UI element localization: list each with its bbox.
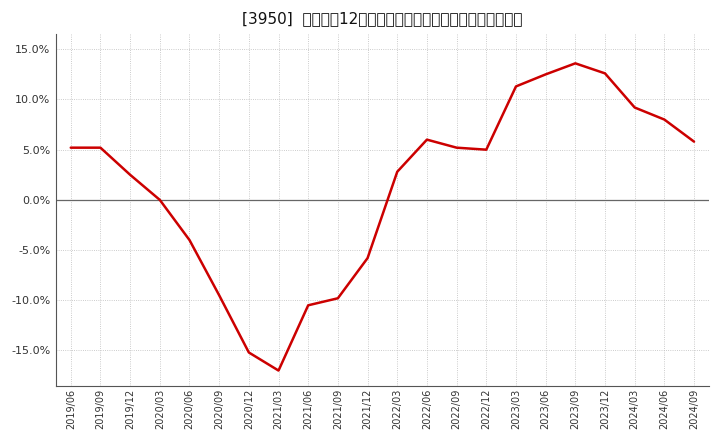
Title: [3950]  売上高の12か月移動合計の対前年同期増減率の推移: [3950] 売上高の12か月移動合計の対前年同期増減率の推移 xyxy=(242,11,523,26)
